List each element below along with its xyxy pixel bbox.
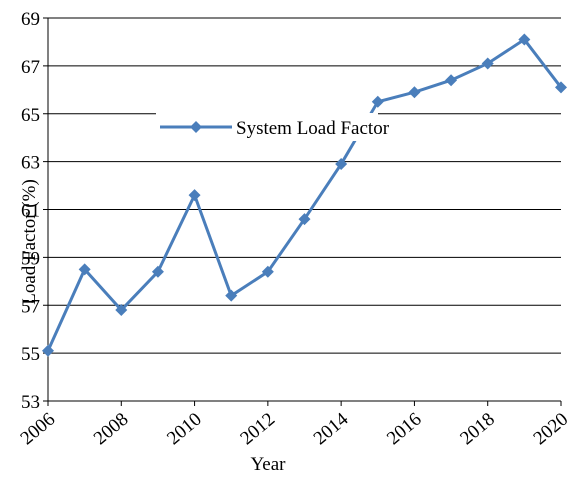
- data-line: [46, 37, 563, 352]
- data-point: [371, 95, 384, 108]
- legend-marker: [190, 121, 202, 133]
- data-point: [445, 74, 458, 87]
- y-tick-label: 65: [21, 105, 40, 126]
- y-axis-label: Load Factor (%): [19, 179, 40, 305]
- data-point: [225, 289, 238, 302]
- data-point: [42, 344, 54, 357]
- x-tick-label: 2016: [383, 409, 426, 450]
- data-point: [298, 213, 311, 226]
- x-tick-label: 2014: [310, 408, 353, 449]
- y-tick-label: 59: [21, 248, 40, 269]
- data-point: [151, 265, 164, 278]
- data-point: [481, 57, 494, 70]
- y-tick-label: 69: [21, 9, 40, 30]
- data-point: [555, 81, 567, 94]
- x-axis-label: Year: [250, 454, 286, 475]
- x-tick-label: 2018: [456, 409, 499, 450]
- legend-label: System Load Factor: [236, 118, 390, 139]
- x-tick-label: 2006: [17, 409, 60, 450]
- y-tick-label: 67: [21, 57, 40, 78]
- y-tick-label: 53: [21, 392, 40, 413]
- y-tick-label: 61: [21, 201, 40, 222]
- data-point: [261, 265, 274, 278]
- data-point: [335, 158, 348, 171]
- x-tick-label: 2012: [236, 409, 279, 450]
- data-point: [78, 263, 91, 276]
- y-tick-label: 63: [21, 153, 40, 174]
- y-tick-label: 57: [21, 296, 40, 317]
- y-tick-label: 55: [21, 344, 40, 365]
- data-point: [115, 304, 128, 317]
- data-point: [518, 33, 531, 46]
- data-point: [188, 189, 201, 202]
- x-tick-label: 2010: [163, 409, 206, 450]
- x-tick-label: 2020: [530, 409, 571, 450]
- data-point: [408, 86, 421, 99]
- x-tick-label: 2008: [90, 409, 133, 450]
